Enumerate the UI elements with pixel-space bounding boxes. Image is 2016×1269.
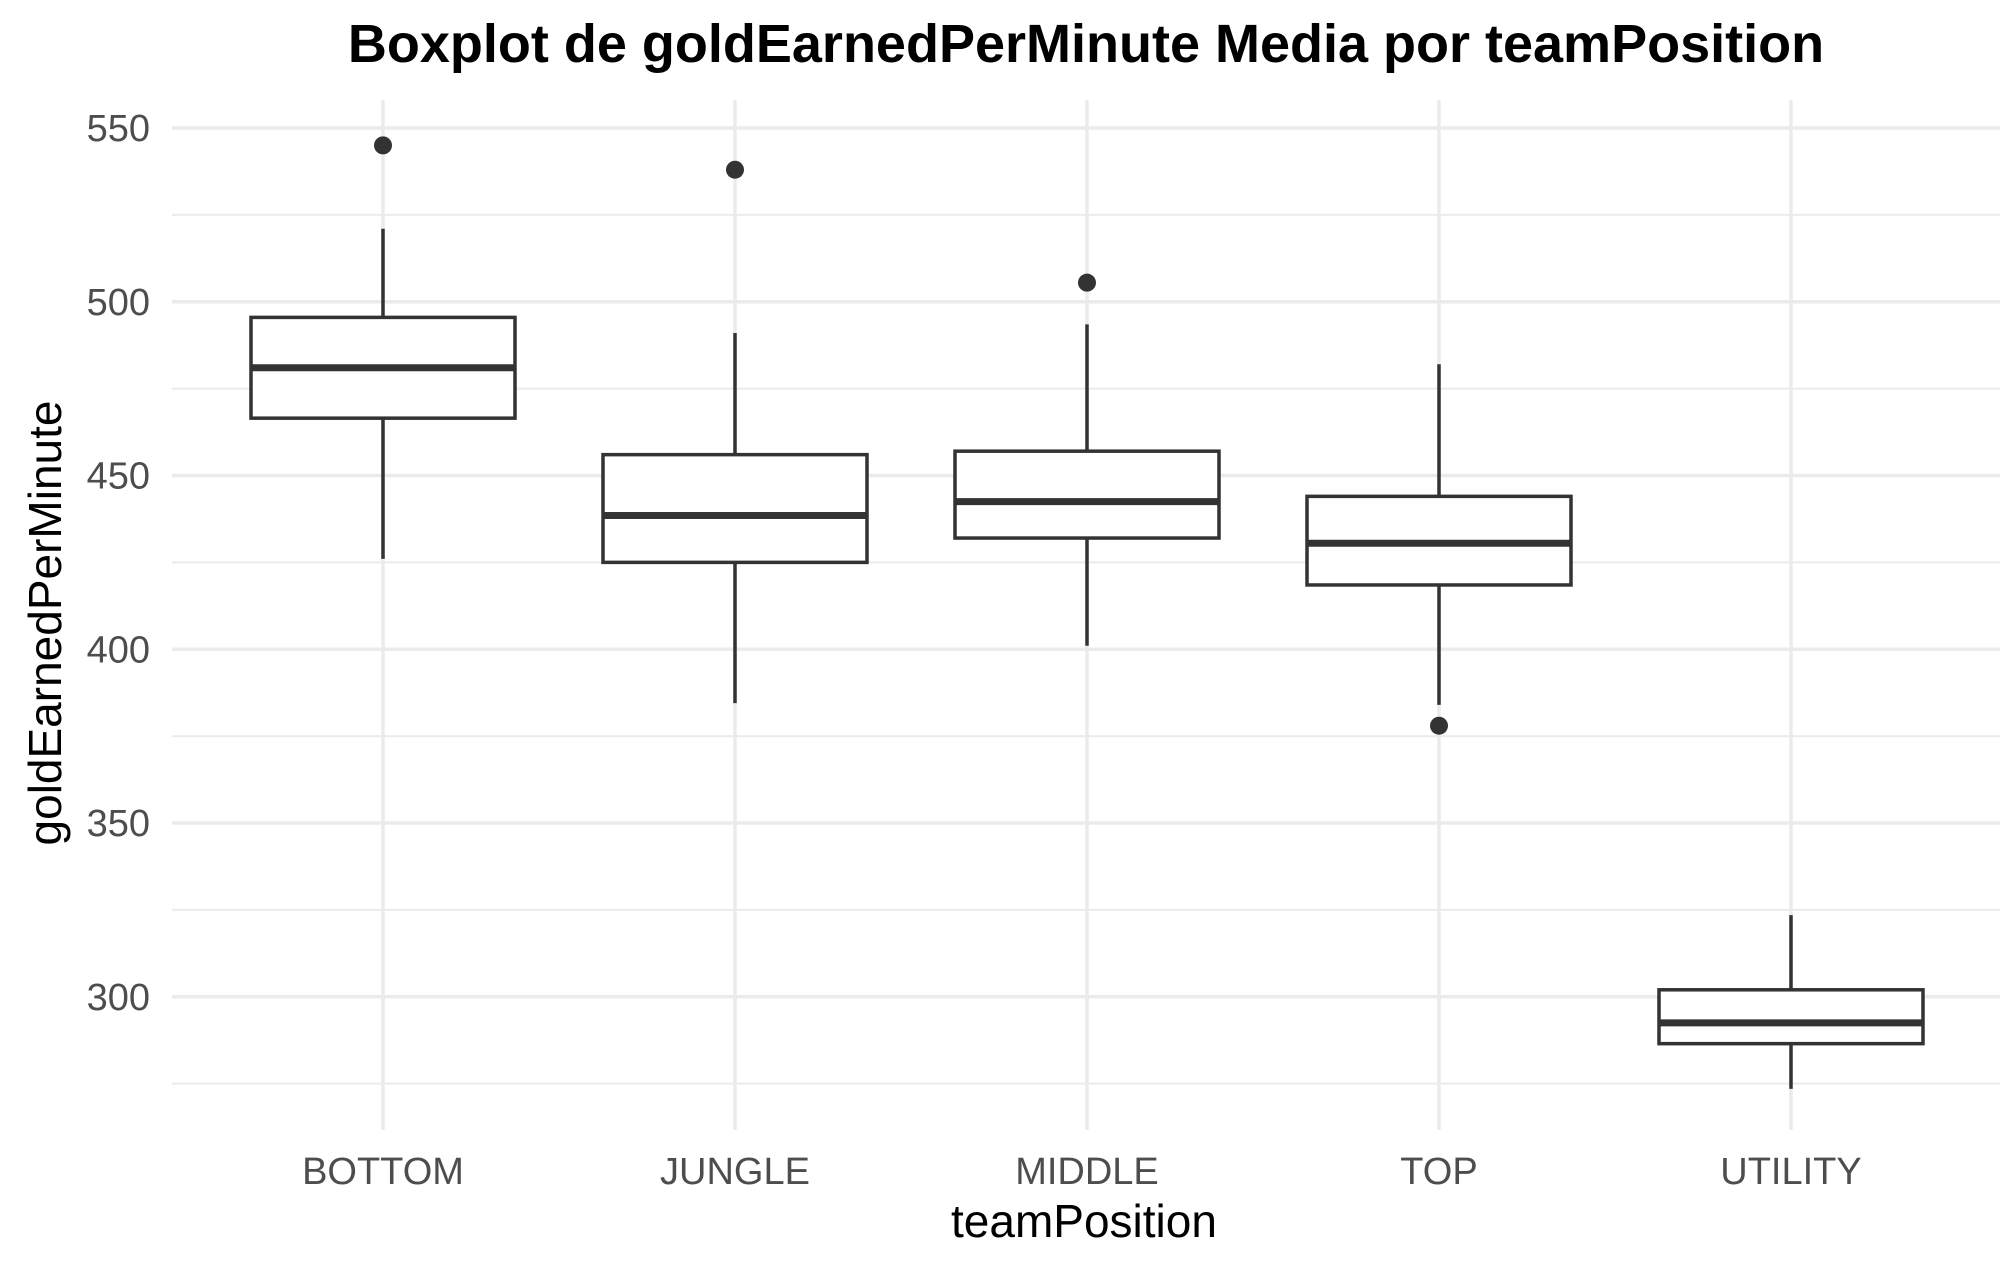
y-tick-label: 500: [87, 282, 150, 324]
y-axis-title: goldEarnedPerMinute: [19, 401, 71, 846]
x-tick-label: JUNGLE: [660, 1151, 810, 1193]
y-tick-label: 300: [87, 977, 150, 1019]
x-tick-label: MIDDLE: [1015, 1151, 1159, 1193]
y-tick-label: 350: [87, 803, 150, 845]
x-tick-label: UTILITY: [1720, 1151, 1861, 1193]
chart-title: Boxplot de goldEarnedPerMinute Media por…: [348, 14, 1824, 74]
x-axis-title: teamPosition: [951, 1195, 1217, 1247]
outlier-point: [1430, 716, 1448, 735]
x-tick-label: TOP: [1400, 1151, 1477, 1193]
outlier-point: [374, 136, 392, 155]
box-group-bottom: [249, 136, 517, 559]
outlier-point: [726, 160, 744, 179]
box-group-utility: [1657, 915, 1925, 1089]
y-tick-label: 450: [87, 456, 150, 498]
box-group-middle: [953, 273, 1221, 646]
x-tick-label: BOTTOM: [302, 1151, 464, 1193]
plot-marks: [249, 136, 1925, 1089]
box-group-jungle: [601, 160, 869, 704]
iqr-box: [601, 452, 869, 565]
outlier-point: [1078, 273, 1096, 292]
iqr-box: [1657, 988, 1925, 1046]
y-tick-label: 550: [87, 108, 150, 150]
box-group-top: [1305, 364, 1573, 735]
y-tick-label: 400: [87, 629, 150, 671]
iqr-box: [953, 449, 1221, 540]
tick-labels: 300 350 400 450 500 550 BOTTOM JUNGLE MIDDLE TOP U…: [87, 108, 1862, 1193]
